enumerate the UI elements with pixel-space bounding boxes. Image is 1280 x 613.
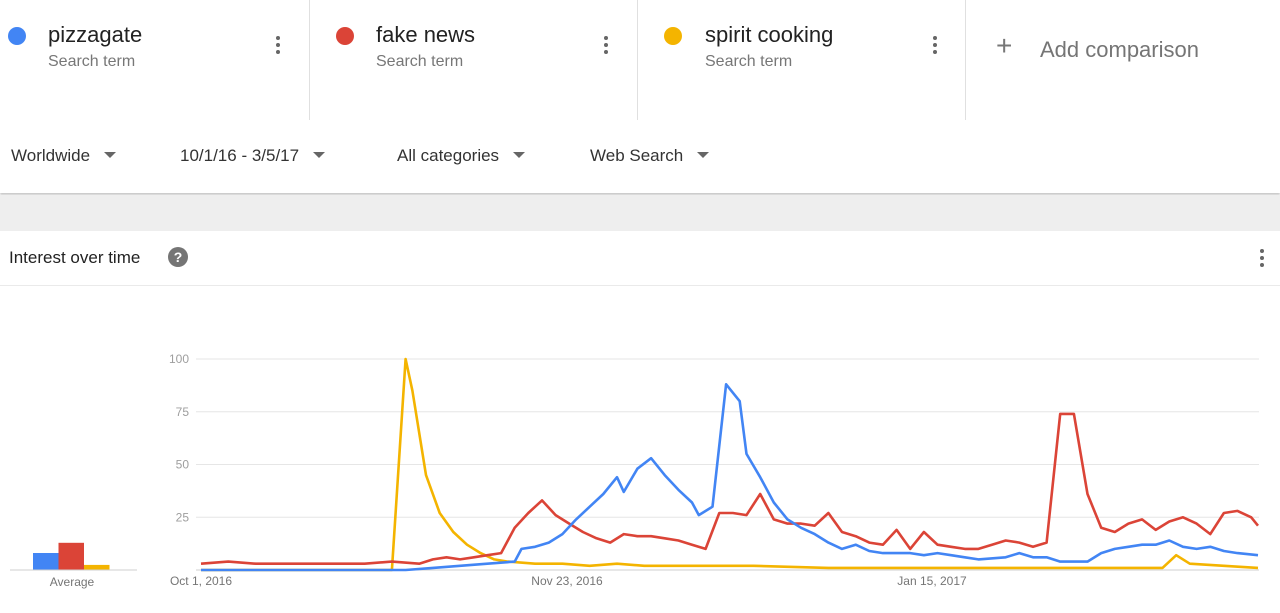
dropdown-arrow-icon (104, 151, 117, 158)
search-terms-bar: pizzagate Search term fake news Search t… (0, 0, 1280, 121)
plus-icon: + (996, 30, 1013, 61)
dropdown-arrow-icon (313, 151, 326, 158)
category-value: All categories (397, 146, 500, 165)
term-name[interactable]: pizzagate (48, 22, 143, 47)
average-bar (84, 564, 110, 570)
term-card-spirit-cooking[interactable]: spirit cooking Search term (638, 0, 966, 120)
term-color-dot (336, 27, 354, 45)
x-tick-label: Nov 23, 2016 (531, 574, 603, 588)
filter-bar: Worldwide 10/1/16 - 3/5/17 All categorie… (0, 120, 1280, 193)
average-label: Average (50, 575, 95, 589)
dropdown-arrow-icon (513, 151, 526, 158)
y-tick-label: 50 (176, 458, 190, 472)
add-comparison-button[interactable]: + Add comparison (966, 0, 1280, 120)
y-tick-label: 100 (169, 352, 189, 366)
help-icon[interactable]: ? (168, 247, 188, 267)
x-tick-label: Oct 1, 2016 (170, 574, 232, 588)
series-line-fake-news (200, 412, 1260, 565)
category-dropdown[interactable]: All categories (397, 146, 526, 166)
more-options-icon[interactable] (925, 34, 945, 60)
x-tick-label: Jan 15, 2017 (897, 574, 967, 588)
term-name[interactable]: fake news (376, 22, 476, 47)
term-card-fake-news[interactable]: fake news Search term (310, 0, 638, 120)
search-type-value: Web Search (590, 146, 684, 165)
add-comparison-label: Add comparison (1040, 37, 1199, 62)
card-title: Interest over time (9, 248, 141, 267)
search-type-dropdown[interactable]: Web Search (590, 146, 710, 166)
term-name[interactable]: spirit cooking (705, 22, 834, 47)
more-options-icon[interactable] (268, 34, 288, 60)
date-range-dropdown[interactable]: 10/1/16 - 3/5/17 (180, 146, 326, 166)
date-range-value: 10/1/16 - 3/5/17 (180, 146, 300, 165)
more-options-icon[interactable] (596, 34, 616, 60)
term-type: Search term (705, 53, 793, 70)
series-line-pizzagate (201, 383, 1259, 572)
y-tick-label: 75 (176, 405, 190, 419)
average-bar (58, 542, 84, 570)
interest-over-time-chart: 100 75 50 25 Oct 1, 2016 Nov 23, 2016 Jan 15, … (10, 352, 1260, 589)
term-card-pizzagate[interactable]: pizzagate Search term (0, 0, 310, 120)
section-divider (0, 195, 1280, 231)
term-type: Search term (48, 53, 136, 70)
series-line-spirit-cooking (201, 357, 1259, 572)
term-color-dot (664, 27, 682, 45)
region-dropdown[interactable]: Worldwide (11, 146, 117, 166)
dropdown-arrow-icon (697, 151, 710, 158)
region-value: Worldwide (11, 146, 91, 165)
average-bar (33, 553, 59, 570)
card-more-options-icon[interactable] (1252, 247, 1272, 273)
interest-over-time-header: Interest over time ? (0, 231, 1280, 286)
term-type: Search term (376, 53, 464, 70)
y-tick-label: 25 (176, 510, 190, 524)
term-color-dot (8, 27, 26, 45)
